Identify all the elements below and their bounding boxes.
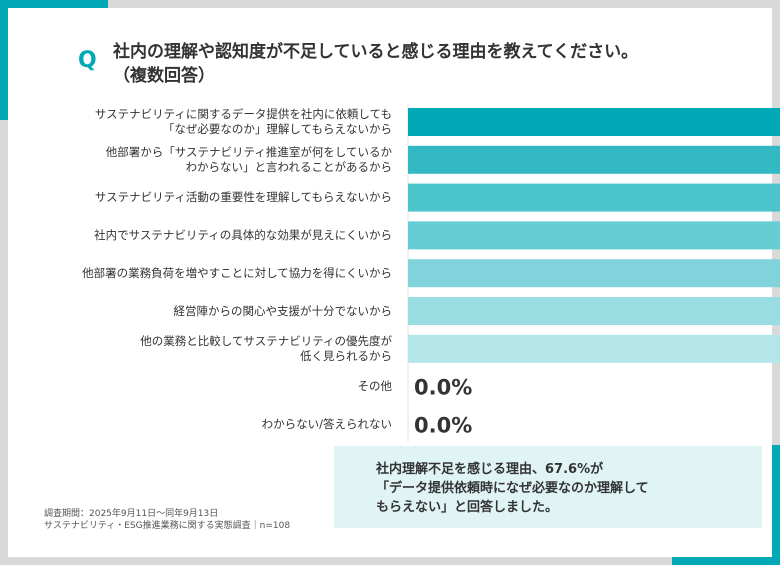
corner-accent <box>672 557 780 565</box>
survey-period-note: 調査期間：2025年9月11日～同年9月13日 <box>44 509 219 519</box>
chart-title: 社内の理解や認知度が不足していると感じる理由を教えてください。 （複数回答） <box>113 40 638 88</box>
category-label-line: わからない/答えられない <box>261 416 392 431</box>
summary-text: 社内理解不足を感じる理由、67.6%が 「データ提供依頼時になぜ必要なのか理解し… <box>376 462 649 515</box>
bar <box>408 108 780 136</box>
bar <box>408 297 780 325</box>
category-label-line: 他の業務と比較してサステナビリティの優先度が <box>140 333 392 348</box>
category-label-line: 他部署から「サステナビリティ推進室が何をしているか <box>105 144 392 159</box>
category-label: わからない/答えられない <box>262 417 392 432</box>
category-label: 他の業務と比較してサステナビリティの優先度が 低く見られるから <box>140 334 392 364</box>
category-label: 他部署から「サステナビリティ推進室が何をしているか わからない」と言われることがあ… <box>106 145 392 175</box>
category-label: サステナビリティに関するデータ提供を社内に依頼しても 「なぜ必要なのか」理解しても… <box>95 107 392 137</box>
bar <box>408 221 780 250</box>
survey-name-note: サステナビリティ・ESG推進業務に関する実態調査｜n=108 <box>44 521 291 531</box>
value-label: 0.0% <box>414 413 472 437</box>
corner-accent <box>0 0 8 120</box>
bar <box>408 145 780 174</box>
category-label-line: 「なぜ必要なのか」理解してもらえないから <box>162 122 392 136</box>
bar <box>408 334 780 363</box>
summary-box: 社内理解不足を感じる理由、67.6%が 「データ提供依頼時になぜ必要なのか理解し… <box>334 446 762 528</box>
category-label-line: 経営陣からの関心や支援が十分でないから <box>173 303 393 318</box>
category-label: サステナビリティ活動の重要性を理解してもらえないから <box>95 190 392 205</box>
category-label-line: 低く見られるから <box>300 348 392 363</box>
category-label: 社内でサステナビリティの具体的な効果が見えにくいから <box>94 228 392 243</box>
bar <box>408 259 780 288</box>
corner-accent <box>772 445 780 565</box>
corner-accent <box>0 0 108 8</box>
category-label-line: サステナビリティ活動の重要性を理解してもらえないから <box>94 190 392 205</box>
category-label: 他部署の業務負荷を増やすことに対して協力を得にくいから <box>82 266 392 281</box>
category-label-line: 他部署の業務負荷を増やすことに対して協力を得にくいから <box>82 265 392 280</box>
category-label-line: わからない」と言われることがあるから <box>185 159 392 174</box>
bar <box>408 183 780 212</box>
category-label-line: その他 <box>357 379 393 394</box>
category-label: その他 <box>358 379 393 394</box>
category-label-line: 社内でサステナビリティの具体的な効果が見えにくいから <box>94 227 392 242</box>
question-marker: Q <box>78 48 97 73</box>
value-label: 0.0% <box>414 376 472 400</box>
title-line: （複数回答） <box>113 66 215 86</box>
title-line: 社内の理解や認知度が不足していると感じる理由を教えてください。 <box>113 42 639 62</box>
category-label: 経営陣からの関心や支援が十分でないから <box>174 304 393 319</box>
category-label-line: サステナビリティに関するデータ提供を社内に依頼しても <box>94 107 392 121</box>
